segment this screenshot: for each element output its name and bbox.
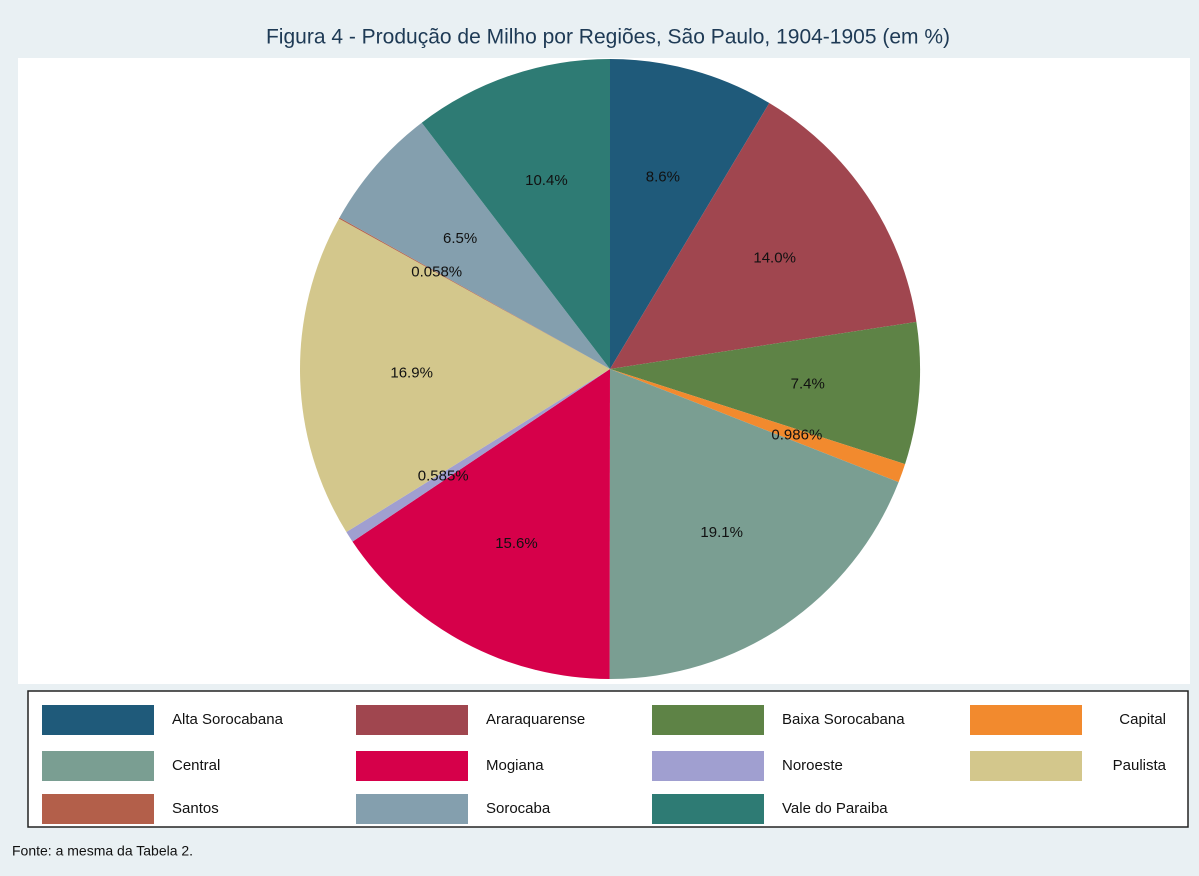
- data-label: 8.6%: [646, 169, 680, 186]
- pie-slice: [610, 103, 917, 369]
- data-label: 0.585%: [418, 467, 469, 484]
- legend-label: Paulista: [1113, 757, 1167, 774]
- legend-label: Santos: [172, 800, 219, 817]
- data-label: 0.986%: [771, 427, 822, 444]
- legend-swatch: [652, 751, 764, 781]
- legend-swatch: [356, 794, 468, 824]
- legend-label: Araraquarense: [486, 711, 585, 728]
- pie-slice: [421, 59, 610, 369]
- legend-label: Mogiana: [486, 757, 544, 774]
- pie-slice: [610, 369, 906, 483]
- data-label: 16.9%: [390, 365, 433, 382]
- data-label: 14.0%: [753, 249, 796, 266]
- legend-swatch: [42, 794, 154, 824]
- legend-swatch: [356, 751, 468, 781]
- pie-slice: [299, 218, 610, 533]
- legend-label: Central: [172, 757, 220, 774]
- legend-swatch: [356, 705, 468, 735]
- pie-slice: [346, 369, 610, 542]
- legend-label: Baixa Sorocabana: [782, 711, 905, 728]
- legend-swatch: [42, 751, 154, 781]
- data-label: 7.4%: [791, 376, 825, 393]
- pie-slice: [338, 217, 610, 369]
- data-label: 15.6%: [495, 535, 538, 552]
- legend-label: Alta Sorocabana: [172, 711, 284, 728]
- data-label: 0.058%: [411, 263, 462, 280]
- legend-swatch: [652, 705, 764, 735]
- data-label: 19.1%: [700, 524, 743, 541]
- pie-slice: [609, 369, 899, 679]
- pie-slice: [339, 122, 610, 369]
- legend-label: Capital: [1119, 711, 1166, 728]
- data-label: 10.4%: [525, 172, 568, 189]
- legend-swatch: [652, 794, 764, 824]
- legend-swatch: [42, 705, 154, 735]
- data-label: 6.5%: [443, 230, 477, 247]
- legend-label: Noroeste: [782, 757, 843, 774]
- pie-slice: [610, 59, 770, 369]
- legend-swatch: [970, 705, 1082, 735]
- pie-slice: [610, 321, 920, 465]
- footnote: Fonte: a mesma da Tabela 2.: [12, 843, 193, 859]
- legend-label: Sorocaba: [486, 800, 551, 817]
- chart-title: Figura 4 - Produção de Milho por Regiões…: [266, 26, 950, 49]
- pie-slice: [352, 369, 610, 679]
- legend-label: Vale do Paraiba: [782, 800, 888, 817]
- legend-swatch: [970, 751, 1082, 781]
